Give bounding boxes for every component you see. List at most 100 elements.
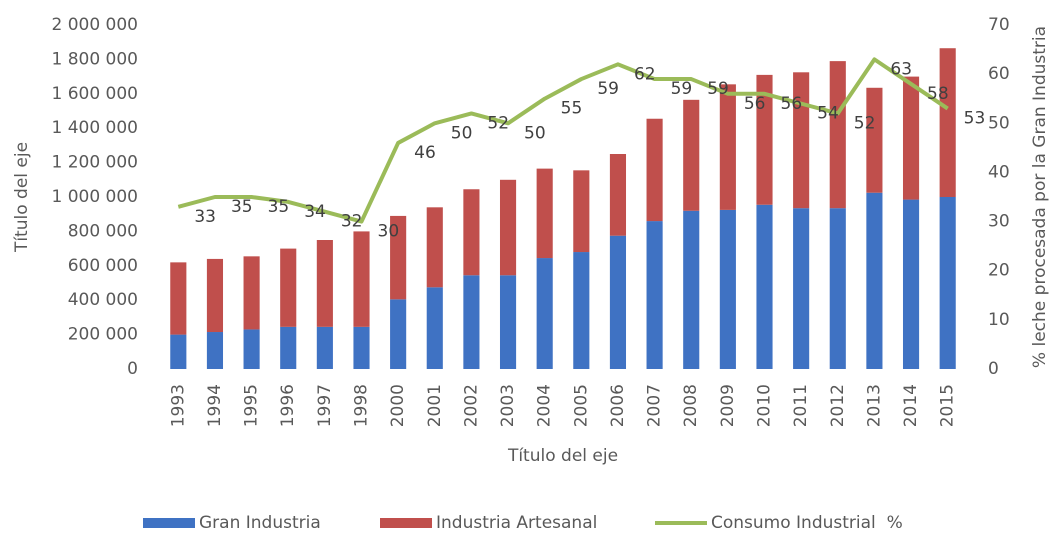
- x-tick-label: 2013: [864, 384, 884, 427]
- y-tick-label: 600 000: [68, 256, 138, 276]
- bar: [243, 256, 260, 330]
- data-label: 53: [964, 109, 986, 129]
- data-label: 52: [487, 113, 509, 133]
- bar: [390, 299, 407, 369]
- data-label: 52: [854, 113, 876, 133]
- bar: [390, 215, 407, 300]
- bar: [793, 72, 810, 209]
- data-label: 50: [524, 123, 546, 143]
- data-label: 63: [890, 59, 912, 79]
- bar: [280, 248, 297, 327]
- y-tick-label: 0: [127, 359, 138, 379]
- y-axis-title: Título del eje: [12, 142, 32, 253]
- y-tick-label: 800 000: [68, 221, 138, 241]
- x-tick-label: 1997: [315, 384, 335, 427]
- bar: [902, 199, 920, 369]
- bar: [793, 208, 810, 369]
- bar: [499, 179, 517, 276]
- bar: [609, 154, 627, 236]
- bar: [756, 74, 773, 205]
- data-label: 56: [744, 94, 766, 114]
- x-tick-label: 2011: [791, 384, 811, 427]
- x-tick-label: 1993: [168, 384, 188, 427]
- bar: [206, 332, 224, 369]
- y2-tick-label: 0: [988, 359, 999, 379]
- y2-tick-label: 60: [988, 64, 1010, 84]
- x-tick-label: 2008: [681, 384, 701, 427]
- x-tick-label: 1998: [352, 384, 372, 427]
- data-label: 62: [634, 64, 656, 84]
- data-label: 33: [194, 207, 216, 227]
- y2-tick-label: 10: [988, 310, 1010, 330]
- data-label: 59: [671, 79, 693, 99]
- data-label: 58: [927, 84, 949, 104]
- legend-swatch: [380, 518, 432, 528]
- bar: [573, 170, 590, 253]
- x-tick-label: 1995: [242, 384, 262, 427]
- bar: [902, 76, 920, 200]
- x-tick-label: 2012: [828, 384, 848, 427]
- line: [177, 57, 949, 224]
- bar: [866, 87, 883, 193]
- y-tick-label: 400 000: [68, 290, 138, 310]
- bar: [499, 275, 517, 369]
- x-tick-label: 2000: [388, 384, 408, 427]
- y2-tick-label: 40: [988, 162, 1010, 182]
- bar: [719, 209, 736, 369]
- bar: [170, 334, 187, 369]
- legend-label: Gran Industria: [199, 513, 321, 533]
- x-tick-label: 2010: [755, 384, 775, 427]
- data-label: 32: [341, 212, 363, 232]
- y-tick-label: 1 200 000: [51, 153, 138, 173]
- bar: [463, 189, 480, 276]
- x-tick-label: 2006: [608, 384, 628, 427]
- legend-label: Industria Artesanal: [436, 513, 597, 533]
- bar: [646, 221, 663, 369]
- data-label: 56: [781, 94, 803, 114]
- bar: [170, 262, 187, 335]
- y2-tick-label: 30: [988, 212, 1010, 232]
- x-tick-label: 2003: [498, 384, 518, 427]
- bar: [866, 192, 883, 369]
- y-tick-label: 1 600 000: [51, 84, 138, 104]
- bar: [756, 204, 773, 369]
- bar: [683, 99, 700, 211]
- bar: [829, 61, 846, 209]
- data-label: 54: [817, 104, 839, 124]
- legend-swatch: [143, 518, 195, 528]
- y-tick-label: 1 400 000: [51, 118, 138, 138]
- data-label: 59: [597, 79, 619, 99]
- x-tick-label: 2014: [901, 384, 921, 427]
- bar: [939, 197, 956, 369]
- y-tick-label: 1 800 000: [51, 49, 138, 69]
- x-tick-label: 1996: [278, 384, 298, 427]
- x-tick-label: 2002: [461, 384, 481, 427]
- bar: [536, 168, 553, 259]
- data-label: 55: [561, 99, 583, 119]
- bar: [353, 231, 370, 327]
- bar: [573, 252, 590, 369]
- x-tick-label: 2004: [535, 384, 555, 427]
- legend-label: Consumo Industrial %: [711, 513, 903, 533]
- data-label: 30: [378, 222, 400, 242]
- y2-tick-label: 70: [988, 15, 1010, 35]
- bar: [243, 329, 260, 369]
- bar: [939, 48, 956, 197]
- x-tick-label: 1994: [205, 384, 225, 427]
- x-tick-label: 2005: [571, 384, 591, 427]
- bar: [316, 326, 333, 369]
- y2-tick-label: 50: [988, 113, 1010, 133]
- data-label: 50: [451, 123, 473, 143]
- x-tick-label: 2007: [645, 384, 665, 427]
- data-label: 59: [707, 79, 729, 99]
- bar: [463, 275, 480, 369]
- data-label: 35: [231, 197, 253, 217]
- y2-axis-title: % leche procesada por la Gran Industria: [1030, 26, 1050, 368]
- bar: [426, 207, 443, 288]
- bar: [719, 84, 736, 210]
- x-tick-label: 2009: [718, 384, 738, 427]
- bar: [280, 326, 297, 369]
- bar: [206, 258, 224, 333]
- y-tick-label: 1 000 000: [51, 187, 138, 207]
- bar: [316, 240, 333, 327]
